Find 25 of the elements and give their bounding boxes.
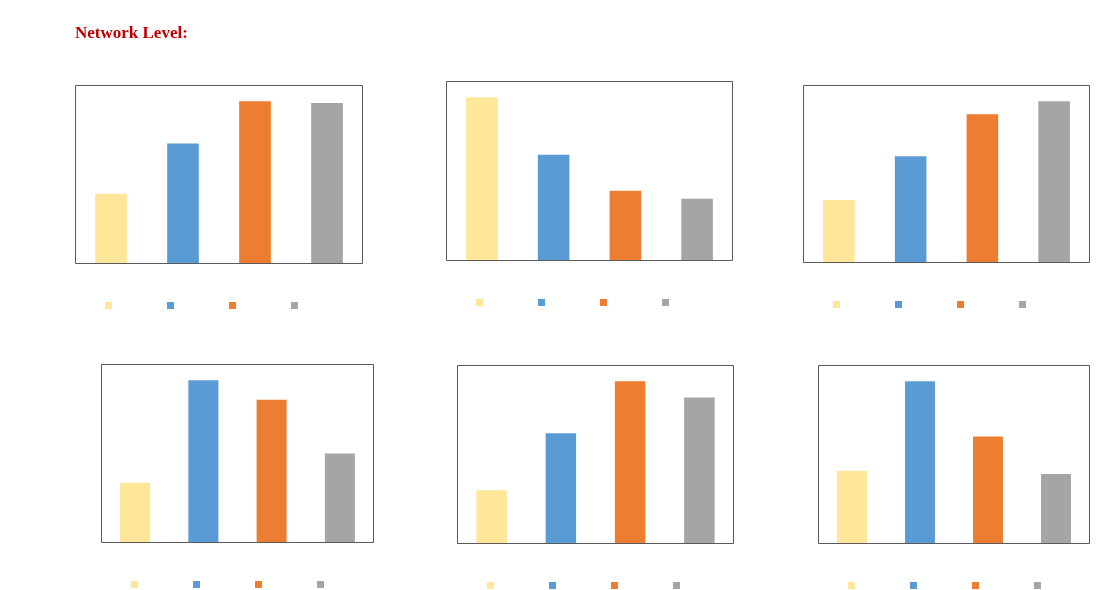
bar (1041, 474, 1071, 544)
bar (466, 97, 498, 261)
bar (894, 156, 927, 263)
bar (684, 397, 715, 544)
bar (537, 154, 570, 261)
bar (823, 199, 855, 263)
bar (95, 194, 127, 264)
bar (239, 101, 271, 264)
bar (614, 381, 646, 544)
bar (167, 143, 199, 264)
bar (476, 490, 507, 544)
bar (905, 381, 935, 544)
bar (681, 198, 713, 261)
bar (256, 399, 287, 543)
chart-title: Network Level: (75, 23, 188, 43)
bar (973, 436, 1003, 544)
bar (188, 380, 219, 543)
bar (966, 114, 999, 263)
bar (837, 470, 867, 544)
bar (609, 190, 642, 261)
bar (324, 453, 355, 543)
bar (311, 102, 343, 264)
bar (1038, 101, 1070, 263)
bar (120, 482, 151, 543)
bar (545, 433, 577, 544)
